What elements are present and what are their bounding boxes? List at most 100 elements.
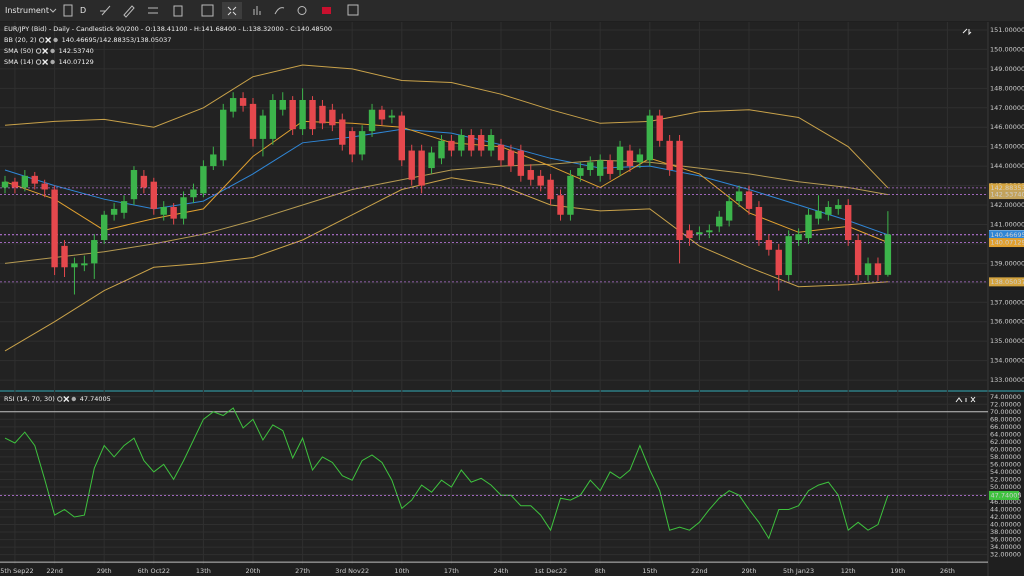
x-tick-label: 20th [246,567,261,575]
indicator-name: BB (20, 2) [4,36,37,44]
settings-icon[interactable] [297,6,307,15]
main-pane [0,22,988,390]
chart-title: EUR/JPY (Bid) - Daily - Candlestick 90/2… [4,25,332,33]
candle-body [438,140,445,159]
x-tick-label: 19th [890,567,905,575]
y-tick-label: 134.00000 [990,357,1024,365]
x-tick-label: 3rd Nov22 [335,567,369,575]
draw-line-icon[interactable] [100,5,111,16]
x-tick-label: 26th [940,567,955,575]
candle-body [289,99,296,130]
candle-body [81,263,88,266]
x-tick-label: 15th [642,567,657,575]
y-tick-label: 36.00000 [990,536,1021,544]
y-tick-label: 50.00000 [990,483,1021,491]
indicator-value: 142.53740 [59,47,94,55]
candle-body [785,236,792,276]
candle-body [319,105,326,124]
y-tick-label: 62.00000 [990,438,1021,446]
candle-body [735,191,743,202]
pane-controls[interactable] [962,28,972,36]
candle-body [497,144,505,161]
candle-body [220,109,227,161]
candle-body [120,201,128,213]
candle-body [309,99,316,130]
candle-body [41,183,48,190]
y-tick-label: 64.00000 [990,430,1021,438]
y-tick-label: 145.00000 [990,143,1024,151]
layout-icon[interactable] [201,4,214,17]
candle-body [597,160,604,176]
settings-icon[interactable] [71,396,76,402]
candle-body [537,175,544,186]
indicator-name: RSI (14, 70, 30) [4,395,55,403]
y-tick-label: 136.00000 [990,318,1024,326]
y-tick-label: 40.00000 [990,521,1021,529]
y-tick-label: 72.00000 [990,400,1021,408]
x-tick-label: 17th [444,567,459,575]
candle-body [11,181,19,188]
remove-icon[interactable] [63,396,70,402]
instrument-button[interactable]: Instrument [5,6,49,15]
x-tick-label: 6th Oct22 [138,567,170,575]
interval-button[interactable]: D [80,6,86,15]
remove-icon[interactable] [42,59,49,65]
y-tick-label: 141.00000 [990,220,1024,228]
candle-body [507,150,515,167]
candle-body [368,109,376,132]
pane-controls[interactable] [955,396,976,403]
chart-type-icon[interactable] [63,4,73,17]
y-tick-label: 70.00000 [990,408,1021,416]
indicator-icon[interactable] [253,6,261,15]
language-flag[interactable] [322,7,331,14]
visibility-icon[interactable] [38,37,45,43]
candle-body [398,115,405,161]
candle-body [130,170,138,200]
candle-body [696,232,703,235]
share-icon[interactable] [274,7,285,15]
active-tool-bg[interactable] [222,2,242,19]
y-tick-label: 44.00000 [990,506,1021,514]
delete-icon[interactable] [173,5,183,17]
y-tick-label: 52.00000 [990,475,1021,483]
visibility-icon[interactable] [35,59,42,65]
toolbar: Instrument D [0,0,1024,21]
candle-body [329,109,336,126]
last-value-box [989,490,1019,500]
y-tick-label: 151.00000 [990,26,1024,34]
y-tick-label: 56.00000 [990,460,1021,468]
tools-icon[interactable] [148,7,158,14]
indicator-name: SMA (50) [4,47,34,55]
candle-body [547,179,554,200]
visibility-icon[interactable] [35,48,42,54]
candle-body [91,240,98,264]
y-tick-label: 139.00000 [990,259,1024,267]
candle-body [626,150,634,167]
pencil-icon[interactable] [123,5,135,18]
settings-icon[interactable] [53,37,58,43]
remove-icon[interactable] [45,37,52,43]
rsi-pane [0,393,988,564]
last-value-label: 47.74005 [991,491,1022,499]
candle-body [765,240,773,250]
settings-icon[interactable] [50,48,55,54]
x-tick-label: 15th Sep22 [0,567,34,575]
y-tick-label: 54.00000 [990,468,1021,476]
candle-body [299,99,306,130]
remove-icon[interactable] [42,48,49,54]
y-tick-label: 142.00000 [990,201,1024,209]
settings-icon[interactable] [50,59,55,65]
visibility-icon[interactable] [57,396,63,402]
price-label-box [989,183,1024,193]
x-tick-label: 1st Dec22 [534,567,567,575]
x-tick-label: 29th [97,567,112,575]
indicator-value: 47.74005 [80,395,111,403]
fullscreen-icon[interactable] [347,4,359,16]
candle-body [170,206,177,219]
candle-body [676,140,683,241]
candle-body [775,249,782,276]
x-tick-label: 10th [394,567,409,575]
price-label-box [989,277,1024,287]
x-tick-label: 27th [295,567,310,575]
candle-body [616,146,624,171]
